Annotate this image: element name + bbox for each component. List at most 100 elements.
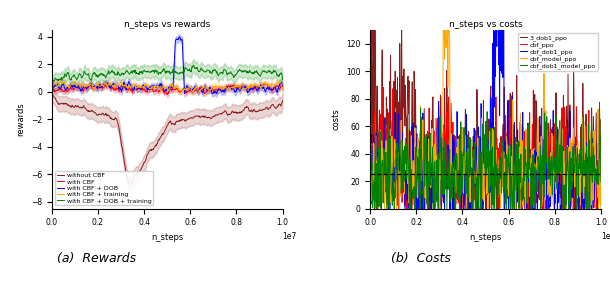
3_dob1_ppo	[504, 148, 512, 152]
cbf_dob1_ppo	[504, 207, 512, 210]
with CBF + DOB	[238, 85, 245, 88]
X-axis label: n_steps: n_steps	[469, 233, 501, 242]
with CBF + DOB + training	[159, 68, 167, 72]
with CBF + DOB + training	[190, 63, 198, 67]
cbf_dob1_ppo	[592, 174, 600, 178]
cbf_dob1_ppo	[478, 145, 485, 148]
without CBF	[160, 133, 167, 136]
with CBF + training	[186, 86, 193, 89]
with CBF + training	[274, 81, 282, 85]
with CBF	[159, 89, 167, 92]
cbf_model_ppo	[597, 207, 605, 210]
cbf_model_ppo	[556, 171, 564, 175]
cbf_dob1_model_ppo	[596, 100, 603, 104]
with CBF + DOB	[176, 35, 183, 39]
cbf_dob1_ppo	[597, 194, 605, 197]
without CBF	[238, 110, 245, 114]
cbf_model_ppo	[592, 165, 600, 169]
without CBF	[279, 99, 286, 103]
with CBF	[186, 88, 193, 91]
with CBF + DOB	[158, 82, 165, 86]
with CBF	[262, 82, 270, 86]
cbf_dob1_model_ppo	[478, 207, 485, 210]
Text: (a)  Rewards: (a) Rewards	[57, 252, 136, 265]
with CBF + training	[279, 86, 286, 90]
cbf_ppo	[379, 86, 387, 89]
3_dob1_ppo	[477, 188, 484, 192]
cbf_dob1_model_ppo	[592, 173, 600, 177]
with CBF + DOB	[213, 92, 220, 95]
cbf_dob1_ppo	[492, 75, 499, 78]
with CBF	[48, 88, 56, 91]
with CBF + DOB + training	[158, 71, 165, 74]
cbf_dob1_ppo	[476, 163, 484, 167]
with CBF + DOB + training	[279, 77, 286, 81]
3_dob1_ppo	[556, 192, 564, 196]
cbf_model_ppo	[367, 141, 374, 145]
with CBF + DOB + training	[173, 70, 181, 74]
Line: with CBF + DOB + training: with CBF + DOB + training	[52, 65, 282, 86]
cbf_dob1_model_ppo	[492, 185, 499, 189]
with CBF	[279, 85, 286, 89]
cbf_dob1_ppo	[374, 207, 381, 210]
cbf_ppo	[504, 131, 512, 135]
without CBF	[126, 183, 133, 187]
cbf_ppo	[478, 199, 486, 203]
3_dob1_ppo	[597, 147, 605, 150]
cbf_dob1_ppo	[367, 187, 374, 190]
without CBF	[186, 116, 193, 120]
Title: n_steps vs rewards: n_steps vs rewards	[124, 20, 210, 29]
without CBF	[48, 92, 56, 96]
Line: cbf_dob1_ppo: cbf_dob1_ppo	[370, 0, 601, 209]
cbf_ppo	[492, 95, 500, 99]
with CBF + training	[48, 87, 56, 90]
cbf_ppo	[592, 207, 600, 210]
3_dob1_ppo	[478, 190, 486, 194]
cbf_dob1_model_ppo	[367, 197, 374, 201]
with CBF	[158, 85, 165, 89]
with CBF + DOB	[173, 38, 181, 41]
with CBF + DOB	[186, 87, 193, 90]
Title: n_steps vs costs: n_steps vs costs	[449, 20, 522, 29]
with CBF + DOB	[48, 86, 56, 89]
with CBF	[274, 84, 282, 88]
Line: with CBF: with CBF	[52, 84, 282, 94]
with CBF + DOB	[159, 85, 167, 89]
Line: with CBF + training: with CBF + training	[52, 81, 282, 92]
Text: 1e7: 1e7	[601, 232, 610, 241]
Legend: without CBF, with CBF, with CBF + DOB, with CBF + training, with CBF + DOB + tra: without CBF, with CBF, with CBF + DOB, w…	[55, 171, 154, 206]
with CBF + DOB + training	[48, 84, 56, 88]
cbf_model_ppo	[375, 207, 382, 210]
with CBF + DOB + training	[274, 73, 281, 77]
without CBF	[274, 104, 281, 108]
with CBF + training	[57, 80, 64, 83]
cbf_dob1_model_ppo	[371, 207, 378, 210]
cbf_dob1_model_ppo	[556, 143, 564, 147]
with CBF + training	[173, 85, 181, 89]
X-axis label: n_steps: n_steps	[151, 233, 184, 242]
Legend: 3_dob1_ppo, cbf_ppo, cbf_dob1_ppo, cbf_model_ppo, cbf_dob1_model_ppo: 3_dob1_ppo, cbf_ppo, cbf_dob1_ppo, cbf_m…	[518, 33, 598, 71]
cbf_ppo	[367, 163, 374, 167]
with CBF	[163, 93, 171, 96]
Line: 3_dob1_ppo: 3_dob1_ppo	[370, 0, 601, 209]
cbf_ppo	[373, 207, 380, 210]
with CBF + DOB + training	[238, 69, 245, 72]
with CBF	[173, 87, 181, 91]
cbf_dob1_model_ppo	[476, 174, 484, 177]
cbf_model_ppo	[477, 162, 484, 166]
3_dob1_ppo	[367, 57, 374, 61]
cbf_dob1_model_ppo	[504, 155, 512, 158]
with CBF + training	[158, 87, 165, 90]
Line: with CBF + DOB: with CBF + DOB	[52, 37, 282, 94]
cbf_ppo	[597, 189, 605, 193]
3_dob1_ppo	[378, 207, 385, 210]
Text: 1e7: 1e7	[282, 232, 297, 241]
with CBF + DOB + training	[185, 69, 193, 72]
without CBF	[173, 119, 181, 123]
with CBF + training	[238, 83, 245, 86]
with CBF + DOB	[279, 86, 286, 89]
cbf_dob1_ppo	[495, 0, 502, 1]
Line: without CBF: without CBF	[52, 94, 282, 185]
cbf_model_ppo	[504, 174, 512, 177]
Text: (b)  Costs: (b) Costs	[391, 252, 451, 265]
